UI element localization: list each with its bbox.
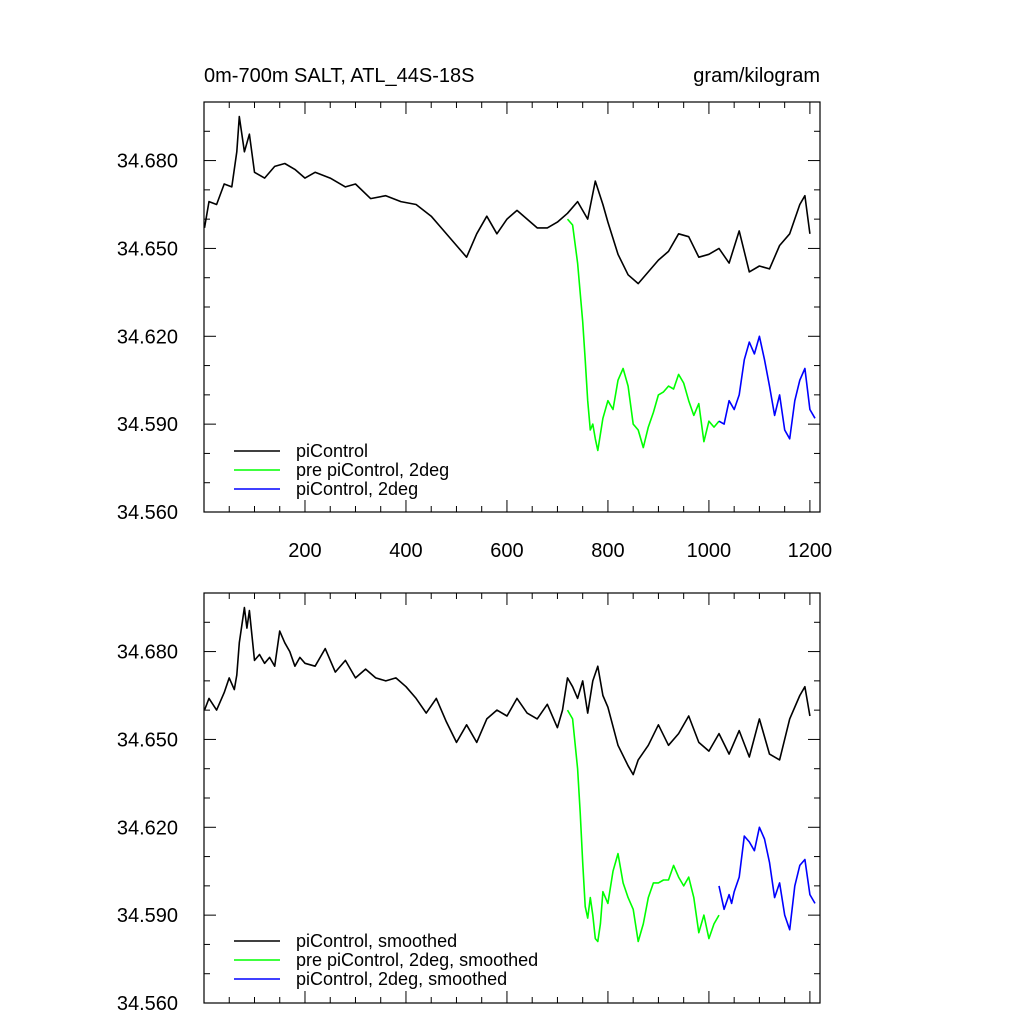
legend-label: piControl, 2deg, smoothed (296, 969, 507, 989)
axis-ticks: 34.560 34.590 34.620 34.650 34.680 200 400 600 8… (117, 101, 833, 562)
series-line-2 (718, 335, 816, 440)
y-tick-label: 34.650 (117, 238, 178, 260)
series-lines (203, 606, 816, 943)
legend-label: piControl (296, 441, 368, 461)
x-tick-label: 1000 (687, 540, 732, 562)
x-tick-label: 200 (288, 540, 321, 562)
y-tick-label: 34.560 (117, 993, 178, 1015)
x-tick-label: 600 (490, 540, 523, 562)
y-tick-label: 34.680 (117, 642, 178, 664)
y-tick-label: 34.680 (117, 151, 178, 173)
y-tick-label: 34.590 (117, 905, 178, 927)
series-line-1 (566, 709, 720, 943)
x-tick-label: 400 (389, 540, 422, 562)
top-panel: 0m-700m SALT, ATL_44S-18S gram/kilogram … (117, 65, 832, 562)
series-lines (203, 115, 816, 452)
chart-title: 0m-700m SALT, ATL_44S-18S (204, 65, 475, 87)
x-tick-label: 800 (591, 540, 624, 562)
axis-ticks: 34.560 34.590 34.620 34.650 34.680 (117, 592, 820, 1015)
units-label: gram/kilogram (693, 65, 820, 87)
series-line-2 (718, 826, 816, 931)
legend-label: piControl, smoothed (296, 931, 457, 951)
legend-label: piControl, 2deg (296, 479, 418, 499)
plot-frame (203, 101, 821, 513)
bottom-panel: 34.560 34.590 34.620 34.650 34.680 piControl… (117, 592, 821, 1015)
plot-frame (203, 592, 821, 1004)
series-line-0 (203, 606, 811, 776)
y-tick-label: 34.560 (117, 502, 178, 524)
series-line-1 (566, 218, 720, 452)
x-tick-label: 1200 (788, 540, 833, 562)
y-tick-label: 34.620 (117, 326, 178, 348)
series-line-0 (203, 115, 811, 285)
y-tick-label: 34.620 (117, 817, 178, 839)
y-tick-label: 34.590 (117, 414, 178, 436)
legend-label: pre piControl, 2deg (296, 460, 449, 480)
y-tick-label: 34.650 (117, 729, 178, 751)
legend-label: pre piControl, 2deg, smoothed (296, 950, 538, 970)
